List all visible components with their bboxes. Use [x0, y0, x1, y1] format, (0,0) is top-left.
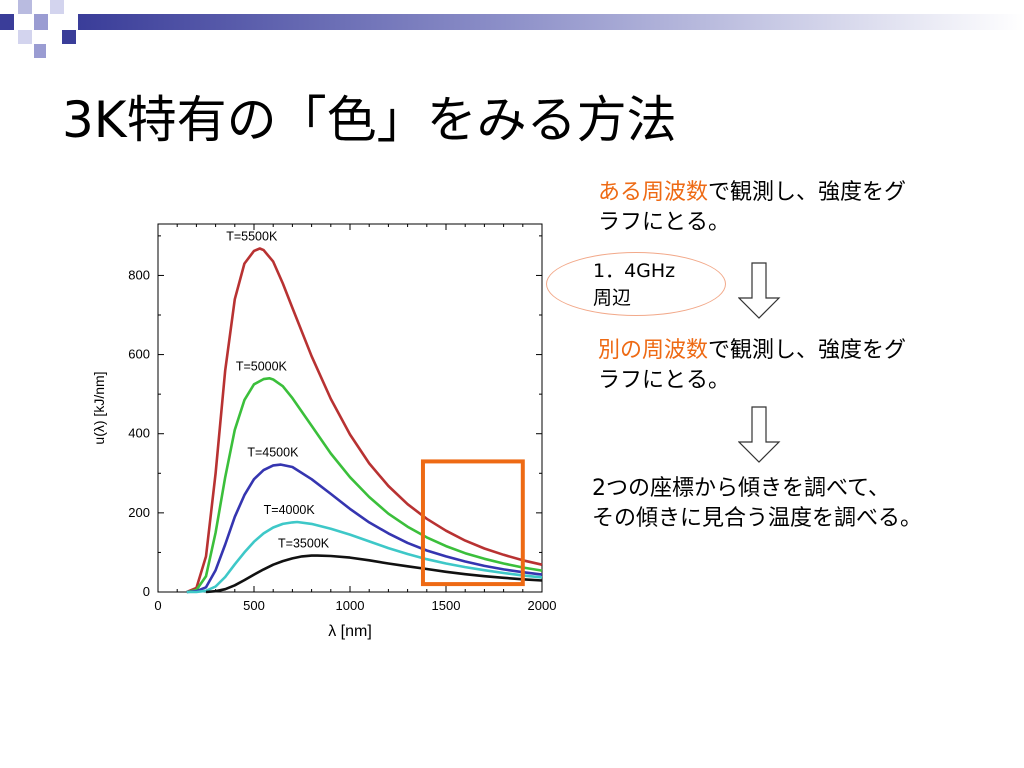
- series-label: T=4000K: [264, 503, 316, 517]
- decorative-header-bar: [0, 0, 1024, 58]
- highlight-box: [420, 459, 525, 587]
- series-label: T=4500K: [247, 446, 299, 460]
- step1-highlight: ある周波数: [598, 180, 709, 205]
- ellipse-label: 1．4GHz 周辺: [593, 258, 675, 312]
- series-line: [186, 377, 543, 594]
- step1-text: ある周波数で観測し、強度をグ ラフにとる。: [598, 178, 906, 238]
- step1-line2: ラフにとる。: [598, 210, 731, 235]
- slide-title: 3K特有の「色」をみる方法: [62, 91, 677, 149]
- series-label: T=5000K: [236, 359, 288, 373]
- y-tick-label: 400: [128, 426, 150, 441]
- step2-rest: で観測し、強度をグ: [708, 338, 907, 363]
- ellipse-line2: 周辺: [593, 287, 632, 309]
- series-line: [186, 520, 543, 594]
- y-tick-label: 200: [128, 505, 150, 520]
- series-label: T=5500K: [226, 230, 278, 244]
- step2-highlight: 別の周波数: [598, 338, 709, 363]
- y-axis-label: u(λ) [kJ/nm]: [91, 371, 107, 444]
- step3-line1: 2つの座標から傾きを調べて、: [592, 476, 891, 501]
- step3-line2: その傾きに見合う温度を調べる。: [592, 506, 923, 531]
- series-label: T=3500K: [278, 537, 330, 551]
- x-tick-label: 0: [154, 598, 161, 613]
- y-tick-label: 800: [128, 267, 150, 282]
- y-tick-label: 600: [128, 347, 150, 362]
- blackbody-chart: 0 500 1000 1500 2000 0 200 400 600 800 λ [nm] u(λ) …: [91, 223, 557, 640]
- x-tick-label: 1000: [336, 598, 365, 613]
- x-axis-label: λ [nm]: [328, 623, 372, 640]
- step3-text: 2つの座標から傾きを調べて、 その傾きに見合う温度を調べる。: [592, 474, 922, 534]
- step2-text: 別の周波数で観測し、強度をグ ラフにとる。: [598, 336, 906, 396]
- series-line: [205, 554, 543, 594]
- x-tick-label: 2000: [528, 598, 557, 613]
- frequency-ellipse: [546, 252, 726, 316]
- y-tick-label: 0: [143, 584, 150, 599]
- down-arrow-icon: [738, 406, 781, 463]
- down-arrow-icon: [738, 262, 781, 319]
- step1-rest: で観測し、強度をグ: [708, 180, 907, 205]
- ellipse-line1: 1．4GHz: [593, 260, 676, 282]
- x-tick-label: 500: [243, 598, 265, 613]
- step2-line2: ラフにとる。: [598, 368, 731, 393]
- x-tick-label: 1500: [432, 598, 461, 613]
- series-line: [186, 247, 543, 594]
- series-line: [186, 463, 543, 594]
